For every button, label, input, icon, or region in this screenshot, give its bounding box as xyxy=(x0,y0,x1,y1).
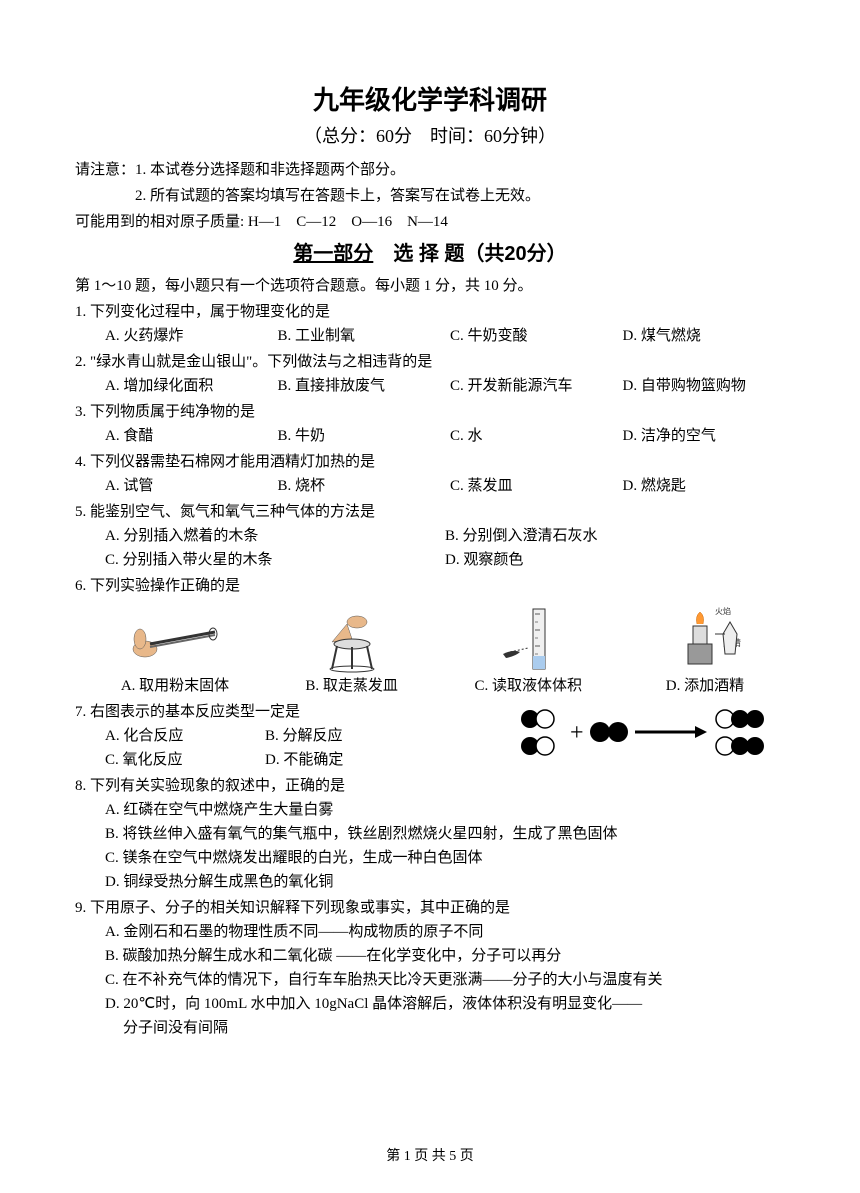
q4-option-b: B. 烧杯 xyxy=(278,474,441,498)
q1-option-d: D. 煤气燃烧 xyxy=(623,324,786,348)
q6-option-b-container: B. 取走蒸发皿 xyxy=(272,604,432,698)
question-8: 8. 下列有关实验现象的叙述中，正确的是 A. 红磷在空气中燃烧产生大量白雾 B… xyxy=(75,774,785,894)
section-1-note: 第 1～10 题，每小题只有一个选项符合题意。每小题 1 分，共 10 分。 xyxy=(75,274,785,298)
q6-option-a-container: A. 取用粉末固体 xyxy=(95,604,255,698)
instruction-1: 请注意：1. 本试卷分选择题和非选择题两个部分。 xyxy=(75,158,785,182)
q5-option-a: A. 分别插入燃着的木条 xyxy=(105,524,445,548)
question-2: 2. "绿水青山就是金山银山"。下列做法与之相违背的是 A. 增加绿化面积 B.… xyxy=(75,350,785,398)
section-1-prefix: 第一部分 xyxy=(293,243,373,265)
q8-option-a: A. 红磷在空气中燃烧产生大量白雾 xyxy=(75,798,785,822)
q6-image-a xyxy=(125,604,225,674)
question-5: 5. 能鉴别空气、氮气和氧气三种气体的方法是 A. 分别插入燃着的木条 B. 分… xyxy=(75,500,785,572)
instruction-2: 2. 所有试题的答案均填写在答题卡上，答案写在试卷上无效。 xyxy=(75,184,785,208)
q6-image-b xyxy=(302,604,402,674)
q6-label-a: A. 取用粉末固体 xyxy=(121,674,229,698)
q7-option-d: D. 不能确定 xyxy=(265,748,425,772)
q9-option-a: A. 金刚石和石墨的物理性质不同——构成物质的原子不同 xyxy=(75,920,785,944)
q4-option-d: D. 燃烧匙 xyxy=(623,474,786,498)
q7-reaction-diagram: + xyxy=(515,704,775,764)
q7-option-c: C. 氧化反应 xyxy=(105,748,265,772)
q1-option-b: B. 工业制氧 xyxy=(278,324,441,348)
question-4: 4. 下列仪器需垫石棉网才能用酒精灯加热的是 A. 试管 B. 烧杯 C. 蒸发… xyxy=(75,450,785,498)
q9-text: 9. 下用原子、分子的相关知识解释下列现象或事实，其中正确的是 xyxy=(75,896,785,920)
q8-option-c: C. 镁条在空气中燃烧发出耀眼的白光，生成一种白色固体 xyxy=(75,846,785,870)
q1-option-c: C. 牛奶变酸 xyxy=(450,324,613,348)
q8-option-b: B. 将铁丝伸入盛有氧气的集气瓶中，铁丝剧烈燃烧火星四射，生成了黑色固体 xyxy=(75,822,785,846)
q1-option-a: A. 火药爆炸 xyxy=(105,324,268,348)
q2-option-d: D. 自带购物篮购物 xyxy=(623,374,786,398)
q5-option-d: D. 观察颜色 xyxy=(445,548,785,572)
q9-option-d-cont: 分子间没有间隔 xyxy=(75,1016,785,1040)
q7-option-b: B. 分解反应 xyxy=(265,724,425,748)
q3-option-c: C. 水 xyxy=(450,424,613,448)
svg-text:火焰: 火焰 xyxy=(715,606,731,616)
q2-text: 2. "绿水青山就是金山银山"。下列做法与之相违背的是 xyxy=(75,350,785,374)
q3-option-d: D. 洁净的空气 xyxy=(623,424,786,448)
q8-text: 8. 下列有关实验现象的叙述中，正确的是 xyxy=(75,774,785,798)
question-9: 9. 下用原子、分子的相关知识解释下列现象或事实，其中正确的是 A. 金刚石和石… xyxy=(75,896,785,1040)
question-6: 6. 下列实验操作正确的是 A. 取用粉末固体 xyxy=(75,574,785,698)
q6-label-d: D. 添加酒精 xyxy=(666,674,744,698)
q6-image-c xyxy=(478,604,578,674)
svg-text:+: + xyxy=(570,720,584,746)
q1-text: 1. 下列变化过程中，属于物理变化的是 xyxy=(75,300,785,324)
q8-option-d: D. 铜绿受热分解生成黑色的氧化铜 xyxy=(75,870,785,894)
page-subtitle: （总分：60分 时间：60分钟） xyxy=(75,122,785,151)
q3-text: 3. 下列物质属于纯净物的是 xyxy=(75,400,785,424)
q5-option-b: B. 分别倒入澄清石灰水 xyxy=(445,524,785,548)
q3-option-b: B. 牛奶 xyxy=(278,424,441,448)
q4-option-a: A. 试管 xyxy=(105,474,268,498)
q2-option-b: B. 直接排放废气 xyxy=(278,374,441,398)
q6-text: 6. 下列实验操作正确的是 xyxy=(75,574,785,598)
q5-text: 5. 能鉴别空气、氮气和氧气三种气体的方法是 xyxy=(75,500,785,524)
q9-option-c: C. 在不补充气体的情况下，自行车车胎热天比冷天更涨满——分子的大小与温度有关 xyxy=(75,968,785,992)
section-1-main: 选 择 题（共20分） xyxy=(393,243,566,265)
question-1: 1. 下列变化过程中，属于物理变化的是 A. 火药爆炸 B. 工业制氧 C. 牛… xyxy=(75,300,785,348)
q9-option-b: B. 碳酸加热分解生成水和二氧化碳 ——在化学变化中，分子可以再分 xyxy=(75,944,785,968)
q6-label-c: C. 读取液体体积 xyxy=(475,674,583,698)
q6-label-b: B. 取走蒸发皿 xyxy=(305,674,398,698)
atomic-mass-note: 可能用到的相对原子质量: H—1 C—12 O—16 N—14 xyxy=(75,210,785,234)
question-3: 3. 下列物质属于纯净物的是 A. 食醋 B. 牛奶 C. 水 D. 洁净的空气 xyxy=(75,400,785,448)
q6-image-d: 火焰 酒精 xyxy=(655,604,755,674)
q5-option-c: C. 分别插入带火星的木条 xyxy=(105,548,445,572)
q3-option-a: A. 食醋 xyxy=(105,424,268,448)
q4-text: 4. 下列仪器需垫石棉网才能用酒精灯加热的是 xyxy=(75,450,785,474)
q6-option-c-container: C. 读取液体体积 xyxy=(448,604,608,698)
q6-option-d-container: 火焰 酒精 D. 添加酒精 xyxy=(625,604,785,698)
section-1-title: 第一部分 选 择 题（共20分） xyxy=(75,238,785,270)
q4-option-c: C. 蒸发皿 xyxy=(450,474,613,498)
q9-option-d: D. 20℃时，向 100mL 水中加入 10gNaCl 晶体溶解后，液体体积没… xyxy=(75,992,785,1016)
page-footer: 第 1 页 共 5 页 xyxy=(0,1146,860,1168)
q2-option-a: A. 增加绿化面积 xyxy=(105,374,268,398)
q2-option-c: C. 开发新能源汽车 xyxy=(450,374,613,398)
question-7: 7. 右图表示的基本反应类型一定是 A. 化合反应 B. 分解反应 C. 氧化反… xyxy=(75,700,785,772)
page-title: 九年级化学学科调研 xyxy=(75,80,785,122)
q7-option-a: A. 化合反应 xyxy=(105,724,265,748)
